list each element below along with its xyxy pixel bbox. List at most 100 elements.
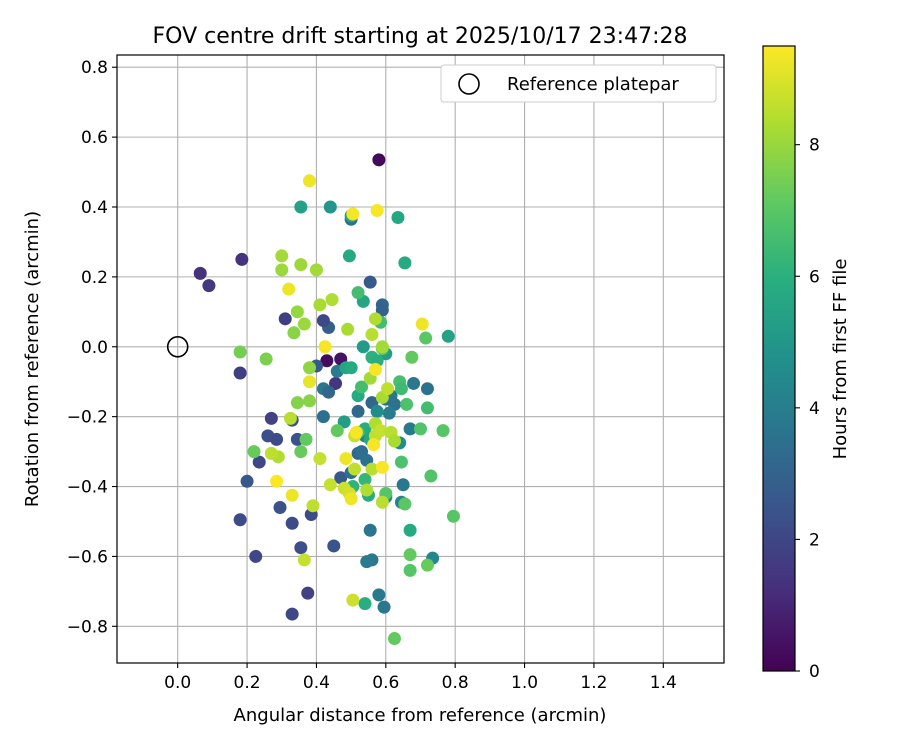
scatter-point [303, 361, 317, 375]
scatter-point [403, 548, 417, 562]
reference-platepar-marker [166, 335, 189, 358]
legend: Reference platepar [440, 64, 717, 103]
y-tick-label: −0.8 [67, 617, 108, 637]
colorbar-tick-label: 4 [809, 399, 820, 419]
scatter-point [316, 314, 330, 328]
y-tick-label: −0.6 [67, 547, 108, 567]
scatter-point [337, 415, 351, 429]
scatter-point [240, 474, 254, 488]
scatter-point [287, 326, 301, 340]
grid [117, 55, 724, 663]
scatter-point [259, 352, 273, 366]
scatter-point [441, 329, 455, 343]
scatter-point [264, 446, 278, 460]
plot-frame [116, 54, 725, 664]
scatter-point [381, 382, 395, 396]
scatter-point [346, 207, 360, 221]
legend-label: Reference platepar [507, 74, 679, 95]
scatter-point [285, 488, 299, 502]
scatter-point [365, 328, 379, 342]
scatter-point [415, 317, 429, 331]
scatter-point [334, 471, 348, 485]
scatter-point [290, 305, 304, 319]
scatter-point [349, 425, 363, 439]
colorbar-tick-label: 0 [809, 662, 820, 682]
scatter-point [316, 410, 330, 424]
scatter-point [282, 282, 296, 296]
scatter-point [313, 452, 327, 466]
scatter-point [233, 345, 247, 359]
scatter-point [278, 312, 292, 326]
legend-box [440, 64, 717, 103]
scatter-point [372, 588, 386, 602]
scatter-point [360, 555, 374, 569]
x-tick-label: 1.0 [511, 673, 538, 693]
scatter-point [247, 445, 261, 459]
scatter-point [330, 424, 344, 438]
scatter-point [233, 513, 247, 527]
scatter-point [365, 462, 379, 476]
scatter-point [387, 632, 401, 646]
scatter-point [270, 432, 284, 446]
legend-marker [458, 73, 480, 95]
colorbar-tick-label: 6 [809, 267, 820, 287]
scatter-point [419, 331, 433, 345]
scatter-point [420, 558, 434, 572]
scatter-point [394, 382, 408, 396]
y-tick-label: 0.6 [81, 128, 108, 148]
scatter-point [318, 340, 332, 354]
colorbar-gradient [762, 45, 796, 672]
colorbar-tick-label: 2 [809, 530, 820, 550]
scatter-point [249, 549, 263, 563]
y-tick-label: 0.2 [81, 268, 108, 288]
colorbar: 0 2 4 6 8 Hours from first FF file [762, 45, 851, 682]
scatter-point [400, 397, 414, 411]
scatter-point [283, 411, 297, 425]
y-axis-label: Rotation from reference (arcmin) [22, 211, 43, 507]
scatter-point [309, 263, 323, 277]
scatter-point [275, 249, 289, 263]
scatter-point [414, 422, 427, 436]
scatter-point [391, 210, 405, 224]
scatter-point [382, 406, 396, 420]
scatter-point [370, 404, 384, 418]
scatter-point [420, 401, 434, 415]
scatter-point [301, 586, 315, 600]
colorbar-label: Hours from first FF file [830, 259, 851, 460]
scatter-point [351, 404, 365, 418]
colorbar-tick-label: 8 [809, 136, 820, 156]
scatter-point [285, 607, 299, 621]
scatter-point [372, 153, 386, 167]
scatter-point [252, 455, 266, 469]
y-tick-label: 0.8 [81, 58, 108, 78]
scatter-point [294, 200, 308, 214]
scatter-point [398, 256, 412, 270]
scatter-point [264, 411, 278, 425]
x-axis-label: Angular distance from reference (arcmin) [234, 705, 607, 726]
scatter-point [329, 376, 343, 390]
scatter-point [202, 279, 216, 293]
scatter-point [306, 499, 320, 513]
scatter-point [339, 452, 353, 466]
y-tick-label: 0.0 [81, 338, 108, 358]
scatter-point [344, 492, 358, 506]
scatter-point [436, 424, 450, 438]
scatter-point [396, 478, 410, 492]
scatter-point [407, 376, 421, 390]
scatter-point [367, 438, 381, 452]
scatter-point [342, 249, 356, 263]
scatter-point [299, 432, 313, 446]
chart-title: FOV centre drift starting at 2025/10/17 … [153, 24, 688, 49]
x-tick-label: 0.8 [442, 673, 469, 693]
scatter-point [327, 539, 341, 553]
scatter-point [375, 340, 389, 354]
scatter-point [294, 258, 308, 272]
scatter-point [351, 286, 365, 300]
x-tick-label: 0.2 [234, 673, 261, 693]
scatter-point [394, 455, 408, 469]
scatter-point [375, 495, 389, 509]
scatter-point [303, 375, 317, 389]
scatter-point [377, 600, 391, 614]
scatter-point [346, 593, 360, 607]
